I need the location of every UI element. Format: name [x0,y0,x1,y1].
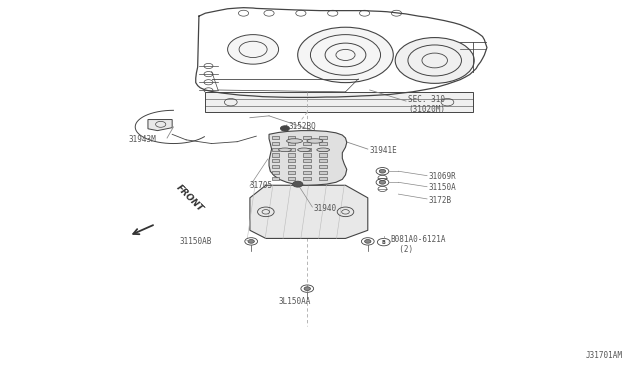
Polygon shape [250,185,368,238]
Bar [303,159,311,163]
Bar [319,171,327,174]
Bar [271,159,279,163]
Bar [319,136,327,139]
Bar [319,159,327,163]
Bar [287,153,295,157]
Bar [287,165,295,169]
Bar [271,148,279,151]
Circle shape [228,35,278,64]
Text: 31150A: 31150A [428,183,456,192]
Bar [303,153,311,157]
Text: 3172B: 3172B [428,196,451,205]
Circle shape [395,38,474,83]
Bar [287,142,295,145]
Ellipse shape [287,139,303,143]
Bar [319,142,327,145]
Text: B: B [382,240,385,245]
Circle shape [292,181,303,187]
Bar [319,148,327,151]
Circle shape [304,287,310,291]
Bar [287,159,295,163]
Bar [303,148,311,151]
Bar [287,171,295,174]
Text: FRONT: FRONT [175,183,205,214]
Ellipse shape [307,139,323,143]
Bar [287,136,295,139]
Text: 31941E: 31941E [370,147,397,155]
Text: 31705: 31705 [250,182,273,190]
Circle shape [365,240,371,243]
Bar [271,171,279,174]
Ellipse shape [317,148,330,152]
Bar [303,165,311,169]
Circle shape [298,27,394,83]
Text: B081A0-6121A
  (2): B081A0-6121A (2) [390,235,445,254]
Bar [271,165,279,169]
Bar [287,177,295,180]
Text: SEC. 310
(31020M): SEC. 310 (31020M) [408,95,445,115]
Bar [319,165,327,169]
Text: 31940: 31940 [314,203,337,213]
Bar [303,177,311,180]
Bar [303,136,311,139]
Text: 31943M: 31943M [129,135,157,144]
Text: 3152BQ: 3152BQ [288,122,316,131]
Ellipse shape [298,148,310,152]
Circle shape [248,240,254,243]
Circle shape [280,126,289,131]
Bar [319,153,327,157]
Polygon shape [269,131,347,185]
Bar [271,153,279,157]
Bar [287,148,295,151]
Ellipse shape [278,148,291,152]
Bar [319,177,327,180]
Bar [271,136,279,139]
Bar [303,171,311,174]
Text: J31701AM: J31701AM [586,350,623,360]
Bar [271,142,279,145]
Bar [271,177,279,180]
Bar [303,142,311,145]
Text: 3L150AA: 3L150AA [278,297,311,306]
Polygon shape [205,92,473,112]
Text: 31069R: 31069R [428,172,456,181]
Circle shape [380,169,386,173]
Polygon shape [148,119,172,131]
Text: 31150AB: 31150AB [180,237,212,246]
Circle shape [380,180,386,184]
